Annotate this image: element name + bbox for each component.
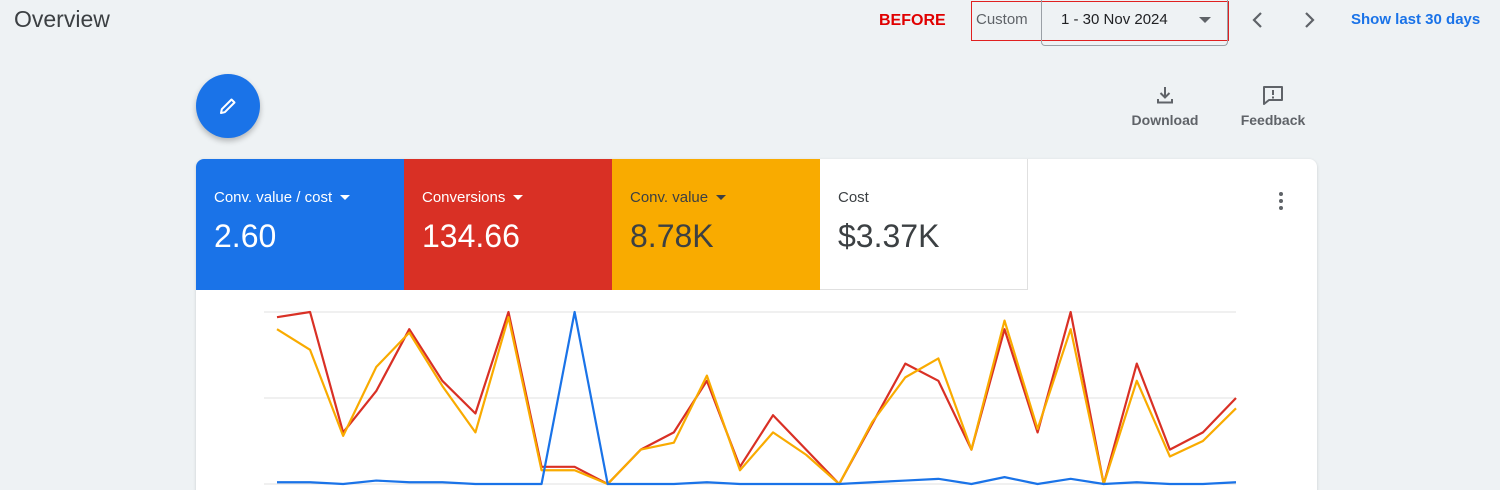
- metric-label: Conv. value / cost: [214, 189, 333, 206]
- more-options-button[interactable]: [1269, 189, 1293, 213]
- feedback-button[interactable]: Feedback: [1232, 84, 1314, 128]
- overview-card: Conv. value / cost 2.60 Conversions 134.…: [196, 159, 1317, 490]
- caret-down-icon[interactable]: [513, 195, 524, 200]
- download-icon: [1157, 87, 1173, 104]
- chevron-right-icon[interactable]: [1303, 11, 1317, 29]
- chart-series-line-2: [277, 310, 1237, 486]
- download-label: Download: [1131, 112, 1199, 128]
- caret-down-icon[interactable]: [340, 195, 351, 200]
- chart-series-line-1: [276, 316, 1237, 486]
- metric-value: 8.78K: [630, 218, 714, 254]
- date-range-dropdown[interactable]: [1041, 0, 1228, 46]
- feedback-label: Feedback: [1240, 112, 1306, 128]
- metric-label: Conversions: [422, 189, 506, 206]
- date-mode-label: Custom: [976, 11, 1028, 28]
- metric-tile-conv-value-cost[interactable]: Conv. value / cost 2.60: [196, 159, 404, 290]
- metric-value: $3.37K: [838, 218, 940, 254]
- feedback-icon: [1263, 86, 1283, 105]
- metric-value: 2.60: [214, 218, 277, 254]
- metric-tile-cost[interactable]: Cost $3.37K: [820, 159, 1028, 290]
- chevron-left-icon[interactable]: [1250, 11, 1264, 29]
- metric-label: Cost: [838, 189, 869, 206]
- metric-tile-conversions[interactable]: Conversions 134.66: [404, 159, 612, 290]
- metric-value: 134.66: [422, 218, 520, 254]
- more-vert-icon: [1279, 192, 1283, 196]
- chevron-down-icon[interactable]: [1199, 17, 1211, 23]
- metric-name: Conv. value / cost: [214, 189, 386, 206]
- date-range-value[interactable]: 1 - 30 Nov 2024: [1061, 11, 1168, 28]
- download-button[interactable]: Download: [1124, 84, 1206, 128]
- metric-name: Conv. value: [630, 189, 802, 206]
- chart-series-line-0: [276, 310, 1237, 486]
- pencil-icon: [220, 98, 236, 114]
- show-last-30-days-link[interactable]: Show last 30 days: [1351, 11, 1481, 28]
- more-vert-icon-dot: [1279, 199, 1283, 203]
- date-highlight-box: [971, 1, 1229, 41]
- metric-label: Conv. value: [630, 189, 709, 206]
- metric-name: Cost: [838, 189, 1009, 206]
- edit-button[interactable]: [196, 74, 260, 138]
- previous-period-button[interactable]: [1245, 8, 1269, 32]
- page-title: Overview: [14, 6, 110, 32]
- performance-line-chart: [264, 310, 1237, 486]
- more-vert-icon-dot: [1279, 206, 1283, 210]
- before-annotation: BEFORE: [879, 12, 946, 29]
- next-period-button[interactable]: [1298, 8, 1322, 32]
- metric-name: Conversions: [422, 189, 594, 206]
- caret-down-icon[interactable]: [716, 195, 727, 200]
- metric-tile-conv-value[interactable]: Conv. value 8.78K: [612, 159, 820, 290]
